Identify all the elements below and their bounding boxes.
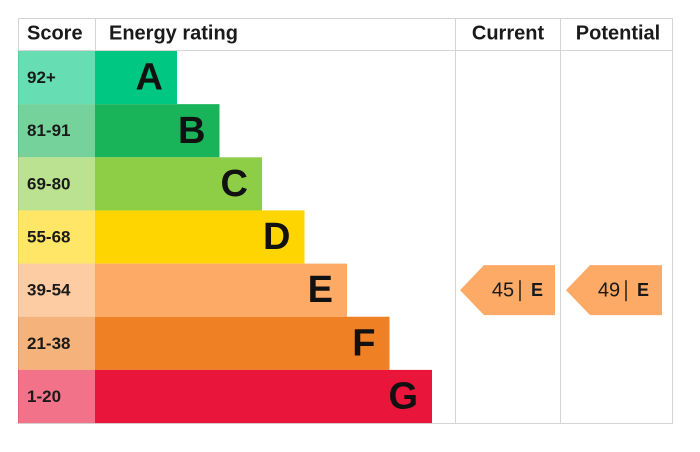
band-rating: B xyxy=(178,110,205,152)
current-rating: E xyxy=(531,280,543,300)
band-rating: E xyxy=(308,269,333,311)
rating-bar xyxy=(95,104,220,158)
potential-rating: E xyxy=(637,280,649,300)
score-cell xyxy=(18,104,95,158)
header-current: Current xyxy=(472,22,545,44)
header-score: Score xyxy=(27,22,83,44)
band-rating: D xyxy=(263,216,290,258)
score-cell xyxy=(18,210,95,264)
rating-bar xyxy=(95,316,390,370)
band-score: 21-38 xyxy=(27,334,70,353)
header-energy-rating: Energy rating xyxy=(109,22,238,44)
current-arrow xyxy=(460,265,555,316)
band-score: 39-54 xyxy=(27,281,71,300)
potential-arrow xyxy=(566,265,662,316)
current-score: 45 xyxy=(492,279,514,301)
score-cell xyxy=(18,51,95,105)
band-rating: G xyxy=(388,376,418,418)
band-score: 55-68 xyxy=(27,228,70,247)
band-rating: A xyxy=(136,57,163,99)
rating-bar xyxy=(95,157,262,211)
band-rating: C xyxy=(221,163,248,205)
rating-bar xyxy=(95,263,347,317)
band-score: 69-80 xyxy=(27,174,70,193)
band-score: 1-20 xyxy=(27,387,61,406)
score-cell xyxy=(18,157,95,211)
rating-bar xyxy=(95,51,177,105)
band-rating: F xyxy=(352,322,375,364)
header-potential: Potential xyxy=(576,22,660,44)
rating-bar xyxy=(95,210,305,264)
band-score: 81-91 xyxy=(27,121,70,140)
rating-bar xyxy=(95,369,432,424)
potential-score: 49 xyxy=(598,279,620,301)
score-cell xyxy=(18,369,95,424)
score-cell xyxy=(18,316,95,370)
band-score: 92+ xyxy=(27,68,56,87)
score-cell xyxy=(18,263,95,317)
